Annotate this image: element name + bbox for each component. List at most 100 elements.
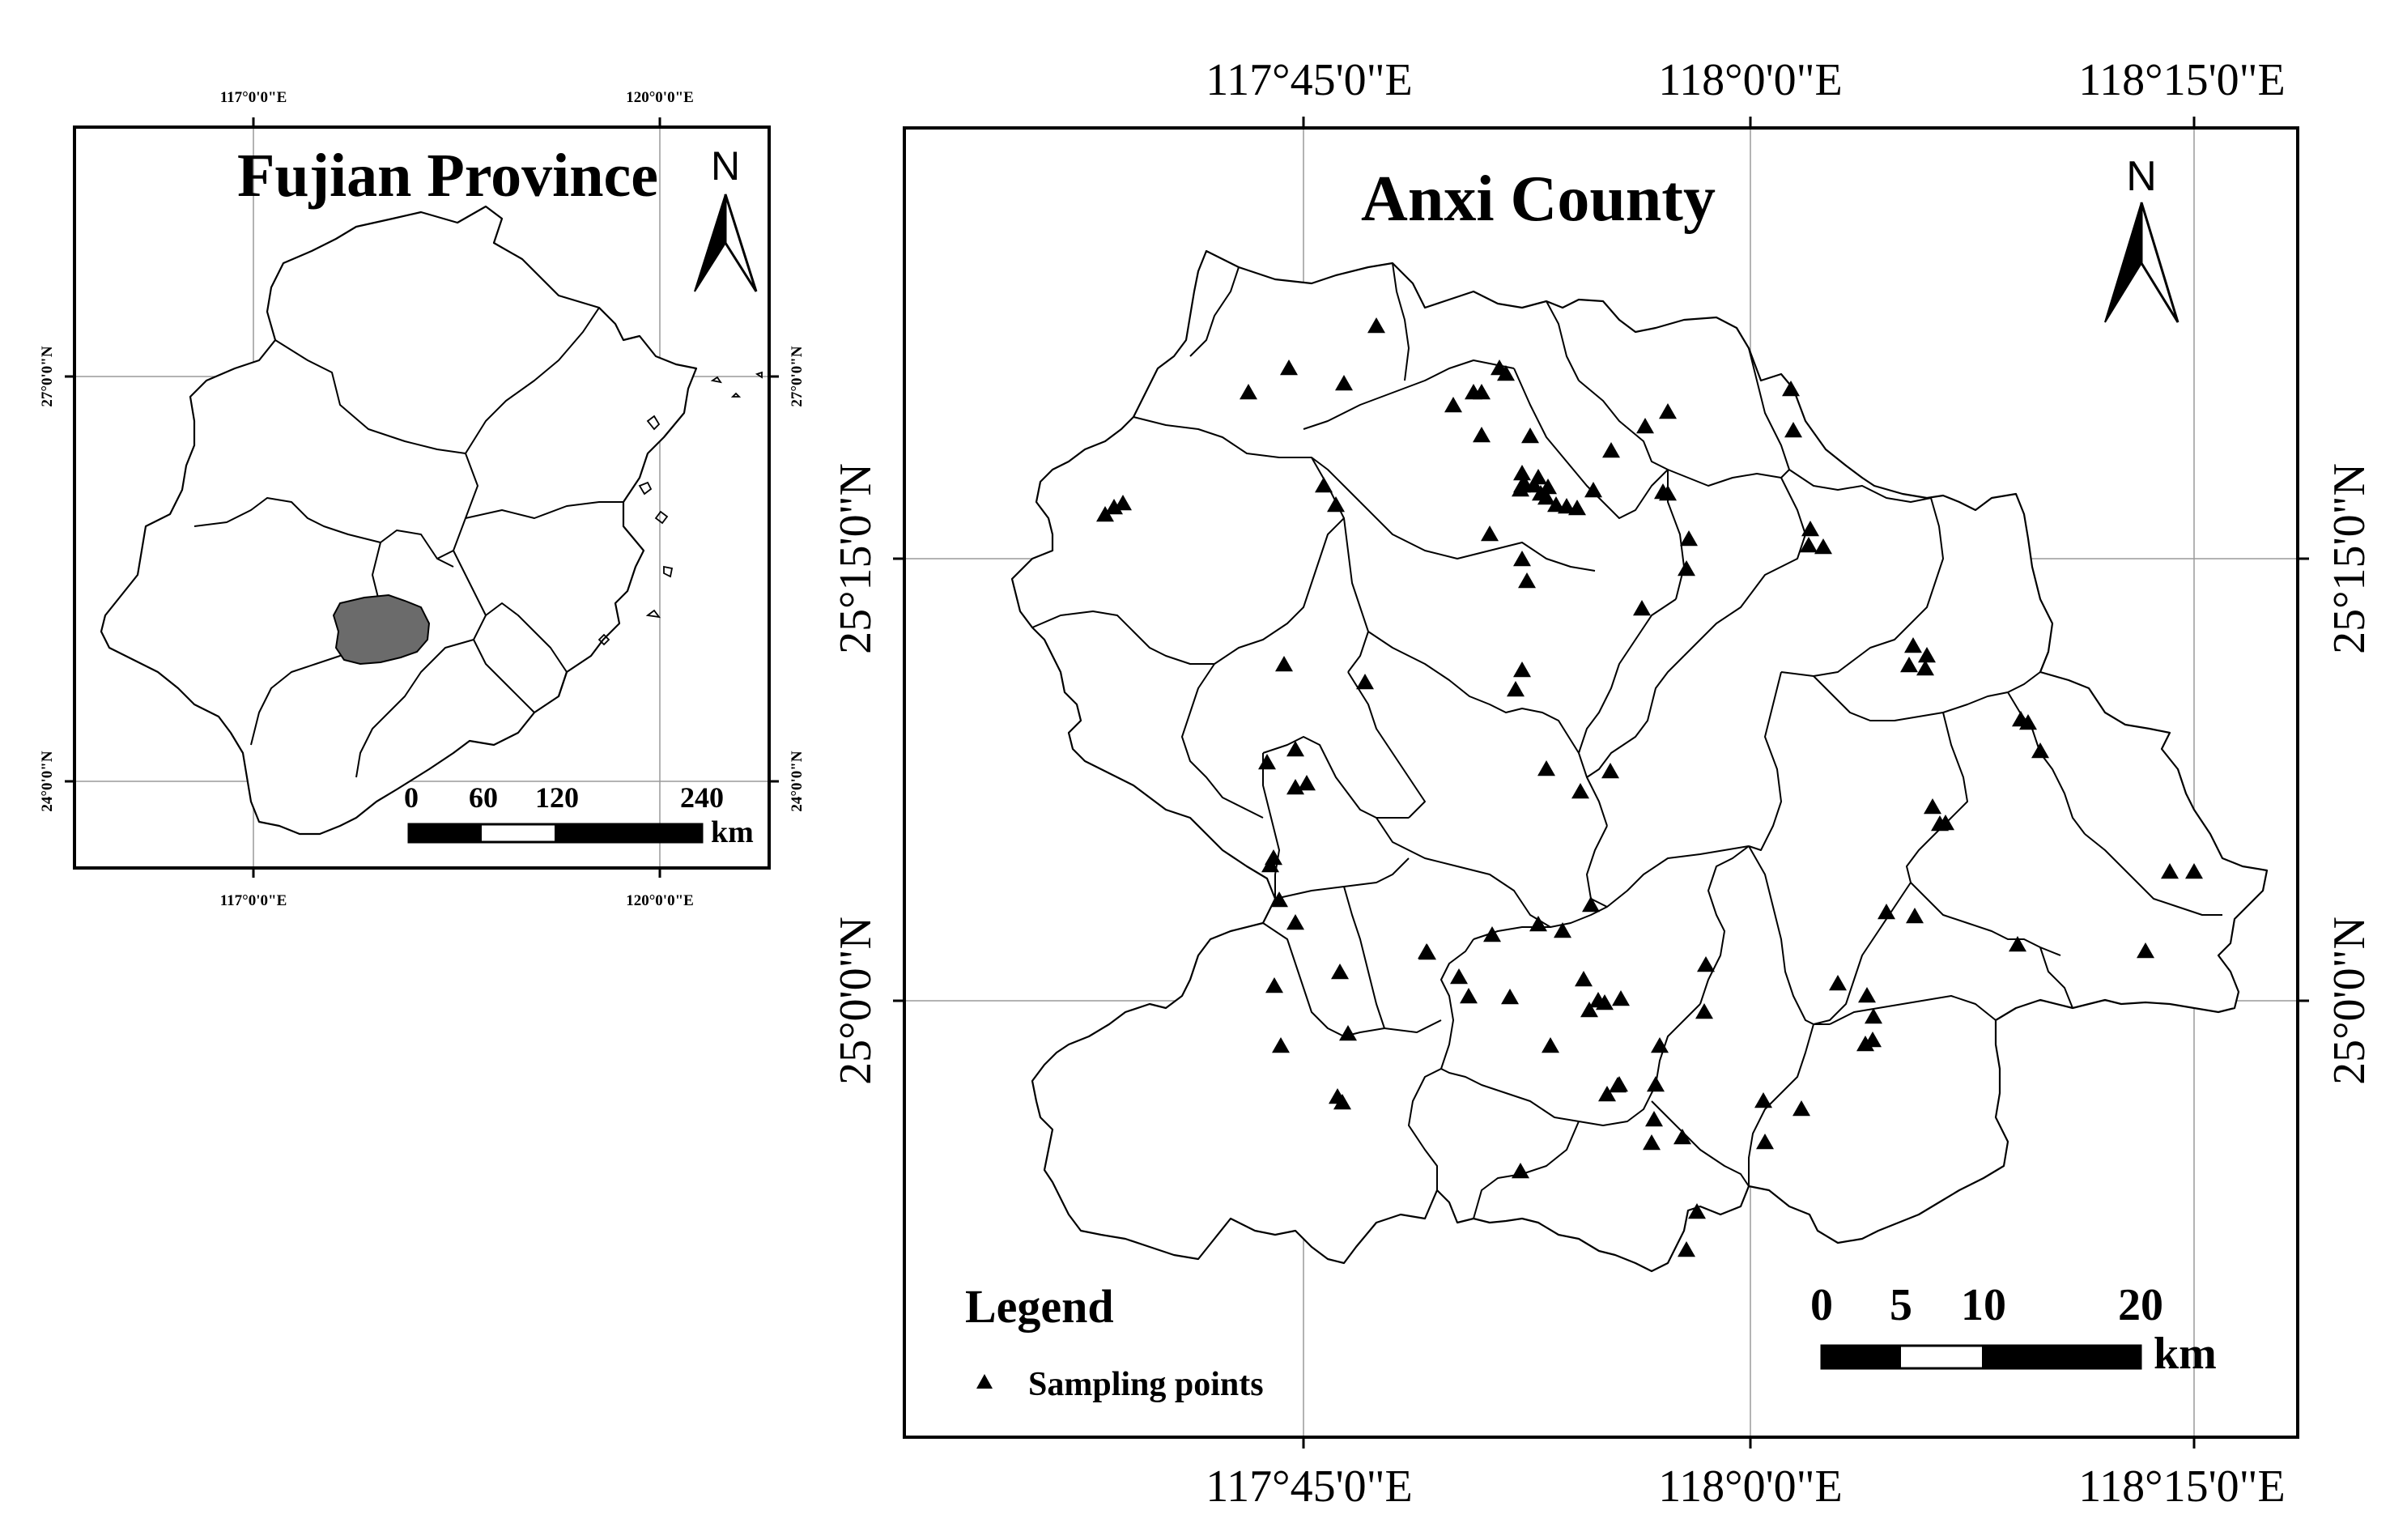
sampling-point-marker (2161, 863, 2179, 879)
sampling-point-marker (1513, 662, 1531, 678)
sampling-point-marker (1261, 857, 1279, 873)
sampling-point-marker (1756, 1134, 1774, 1150)
sampling-point-marker (2009, 936, 2026, 952)
inset-scale-bar: 0 60 120 240 km (404, 781, 754, 849)
sampling-point-marker (1460, 988, 1478, 1004)
sampling-point-marker (1507, 681, 1525, 697)
sampling-point-marker (1529, 916, 1547, 932)
sampling-point-marker (1529, 469, 1547, 485)
sampling-point-marker (1904, 637, 1922, 653)
main-scale-number-10: 10 (1961, 1280, 2006, 1330)
sampling-point-marker (1601, 763, 1619, 779)
sampling-point-marker (1497, 365, 1515, 381)
inset-left-label-2: 24°0'0"N (39, 751, 56, 811)
inset-right-label-1: 27°0'0"N (789, 346, 806, 406)
sampling-point-marker (1537, 489, 1555, 505)
main-scale-bar: 0 5 10 20 km (1810, 1280, 2217, 1379)
sampling-point-marker (1327, 496, 1345, 513)
sampling-point-marker (1856, 1036, 1874, 1052)
sampling-point-marker (1878, 904, 1895, 920)
inset-north-arrow: N (694, 143, 758, 292)
sampling-point-marker (1643, 1134, 1661, 1151)
sampling-point-marker (1521, 428, 1539, 444)
sampling-point-marker (1270, 891, 1288, 908)
sampling-point-marker (1333, 1094, 1351, 1110)
legend-triangle-icon (976, 1374, 993, 1389)
sampling-point-marker (1659, 403, 1677, 419)
inset-left-label-1: 27°0'0"N (39, 346, 56, 406)
main-north-label: N (2126, 153, 2157, 200)
inset-scale-number-60: 60 (469, 781, 498, 814)
sampling-point-marker (1501, 989, 1519, 1005)
sampling-point-marker (1612, 990, 1630, 1006)
sampling-point-marker (1636, 418, 1654, 434)
main-top-label-3: 118°15'0"E (2078, 55, 2285, 105)
sampling-point-marker (1356, 674, 1374, 690)
sampling-point-marker (1659, 485, 1677, 501)
sampling-point-marker (1584, 482, 1602, 498)
main-top-label-2: 118°0'0"E (1658, 55, 1842, 105)
sampling-point-marker (1483, 926, 1501, 942)
sampling-point-marker (1906, 908, 1924, 924)
sampling-point-marker (1315, 477, 1333, 493)
sampling-point-marker (1265, 977, 1283, 993)
sampling-point-marker (2031, 742, 2049, 759)
sampling-point-marker (1298, 775, 1316, 791)
main-scale-number-20: 20 (2118, 1280, 2163, 1330)
main-bottom-label-2: 118°0'0"E (1658, 1461, 1842, 1512)
sampling-point-marker (2137, 942, 2154, 959)
sampling-point-marker (1900, 657, 1918, 673)
sampling-point-marker (1542, 1037, 1559, 1053)
sampling-point-marker (1473, 384, 1491, 400)
sampling-point-marker (1105, 499, 1123, 515)
sampling-point-marker (1275, 656, 1293, 672)
main-right-label-1: 25°15'0"N (2324, 463, 2375, 654)
sampling-point-marker (1558, 498, 1576, 514)
main-scale-number-5: 5 (1890, 1280, 1912, 1330)
sampling-point-marker (1512, 1163, 1529, 1179)
sampling-point-marker (1286, 741, 1304, 757)
sampling-point-marker (1678, 560, 1695, 576)
sampling-point-marker (1096, 506, 1114, 522)
sampling-point-marker (1481, 525, 1499, 542)
sampling-point-marker (1864, 1032, 1882, 1048)
main-left-label-2: 25°0'0"N (831, 917, 881, 1085)
sampling-point-marker (1518, 572, 1536, 589)
main-scale-number-0: 0 (1810, 1280, 1833, 1330)
sampling-point-marker (1937, 815, 1954, 831)
sampling-point-marker (1513, 465, 1531, 481)
main-top-label-1: 117°45'0"E (1206, 55, 1412, 105)
sampling-point-marker (1444, 397, 1462, 413)
sampling-point-marker (1792, 1100, 1810, 1117)
sampling-point-marker (1602, 442, 1620, 458)
sampling-point-marker (1473, 427, 1491, 443)
sampling-point-marker (1568, 500, 1586, 516)
sampling-point-marker (1331, 964, 1349, 980)
sampling-point-marker (1647, 1076, 1665, 1092)
sampling-point-marker (1697, 956, 1715, 972)
sampling-point-marker (1335, 375, 1353, 391)
sampling-point-marker (1258, 754, 1276, 770)
inset-frame (73, 125, 771, 870)
inset-right-label-2: 24°0'0"N (789, 751, 806, 811)
sampling-point-marker (1537, 760, 1555, 776)
legend-title: Legend (965, 1280, 1114, 1333)
sampling-point-marker (1598, 1086, 1616, 1102)
main-scale-unit: km (2154, 1329, 2217, 1379)
sampling-point-marker (1513, 477, 1531, 493)
sampling-point-marker (1814, 538, 1832, 555)
sampling-point-marker (1633, 600, 1651, 616)
inset-scale-unit: km (711, 815, 754, 849)
main-frame (903, 126, 2299, 1439)
sampling-point-marker (1678, 1241, 1695, 1257)
sampling-points (1096, 317, 2203, 1257)
sampling-point-marker (1784, 422, 1802, 438)
sampling-point-marker (1609, 1077, 1627, 1093)
sampling-point-marker (1272, 1037, 1290, 1053)
anxi-highlight-region (332, 593, 431, 666)
inset-bottom-label-1: 117°0'0"E (220, 892, 287, 909)
main-map: 117°45'0"E 118°0'0"E 118°15'0"E 117°45'0… (831, 55, 2375, 1512)
inset-top-label-1: 117°0'0"E (220, 89, 287, 106)
sampling-point-marker (1916, 660, 1934, 676)
